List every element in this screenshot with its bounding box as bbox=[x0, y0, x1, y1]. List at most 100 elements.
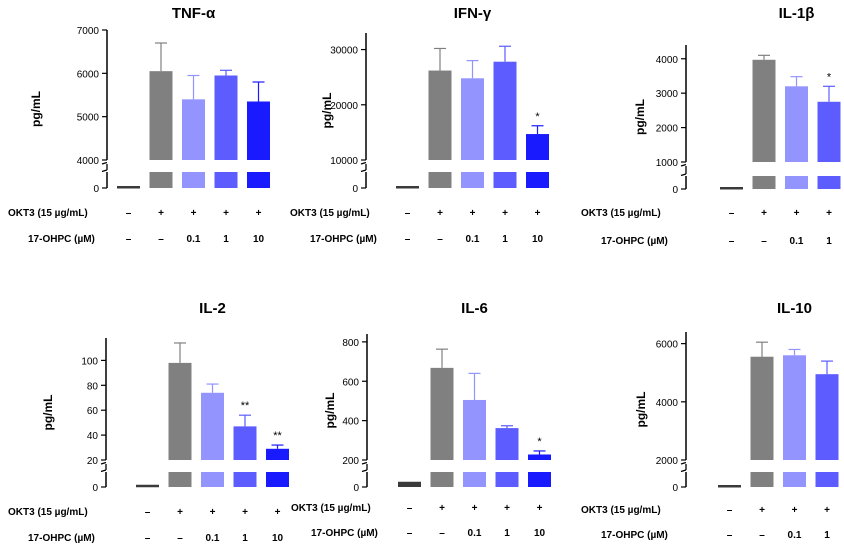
panel-1-bar-1 bbox=[428, 70, 452, 160]
panel-2-ohpc-dose: 0.1 bbox=[790, 236, 804, 247]
panel-4-tick-label: 400 bbox=[342, 417, 359, 428]
panel-2-title: IL-1β bbox=[779, 5, 815, 22]
panel-2-tick-label: 1000 bbox=[656, 158, 679, 169]
panel-5-title: IL-10 bbox=[777, 300, 812, 317]
panel-3-bar-3-lower bbox=[233, 472, 257, 487]
panel-2-okt3-sign: + bbox=[826, 208, 832, 219]
panel-3-significance-4: ** bbox=[273, 430, 282, 442]
panel-5-okt3-sign: + bbox=[792, 505, 798, 516]
panel-4-okt3-sign: + bbox=[439, 503, 445, 514]
panel-1-okt3-sign: + bbox=[535, 208, 541, 219]
panel-3-ohpc-dose: – bbox=[177, 533, 183, 544]
panel-4-okt3-label: OKT3 (15 µg/mL) bbox=[291, 503, 371, 514]
panel-2-bar-0 bbox=[720, 187, 743, 190]
panel-1-okt3-sign: + bbox=[470, 208, 476, 219]
panel-5-ohpc-dose: – bbox=[727, 530, 733, 541]
panel-0-ohpc-dose: – bbox=[158, 234, 164, 245]
panel-0-okt3-sign: – bbox=[126, 208, 132, 219]
panel-5-okt3-sign: – bbox=[727, 505, 733, 516]
panel-5-tick-label: 4000 bbox=[656, 398, 679, 409]
panel-4-title: IL-6 bbox=[461, 300, 488, 317]
panel-4-ohpc-dose: – bbox=[439, 528, 445, 539]
panel-4-ylabel: pg/mL bbox=[323, 393, 337, 429]
panel-2-ylabel: pg/mL bbox=[633, 99, 647, 135]
panel-1-okt3-sign: + bbox=[502, 208, 508, 219]
panel-0-bar-0 bbox=[117, 186, 140, 189]
panel-0-tick-label: 7000 bbox=[77, 26, 100, 37]
panel-3-okt3-label: OKT3 (15 µg/mL) bbox=[8, 507, 88, 518]
panel-0-bar-1-lower bbox=[149, 172, 173, 188]
panel-4-tick-label: 0 bbox=[353, 483, 359, 494]
panel-4-bar-0 bbox=[398, 481, 421, 487]
panel-2-okt3-label: OKT3 (15 µg/mL) bbox=[581, 208, 661, 219]
panel-0-bar-3-lower bbox=[214, 172, 238, 188]
panel-2-ohpc-dose: – bbox=[761, 236, 767, 247]
panel-0-ohpc-dose: 1 bbox=[223, 234, 229, 245]
panel-3-tick-label: 100 bbox=[81, 356, 98, 367]
panel-4-bar-4-lower bbox=[528, 472, 551, 487]
panel-5-ohpc-dose: – bbox=[759, 530, 765, 541]
panel-1-ohpc-dose: – bbox=[437, 234, 443, 245]
panel-0-ylabel: pg/mL bbox=[29, 91, 43, 127]
panel-2-bar-3-lower bbox=[817, 176, 841, 189]
panel-3-bar-4-lower bbox=[266, 472, 289, 487]
panel-2-bar-1-lower bbox=[752, 176, 776, 189]
panel-4-okt3-sign: – bbox=[407, 503, 413, 514]
panel-1-tick-label: 10000 bbox=[330, 156, 358, 167]
panel-4-ohpc-label: 17-OHPC (µM) bbox=[311, 528, 378, 539]
panel-2-tick-label: 4000 bbox=[656, 55, 679, 66]
panel-5-tick-label: 0 bbox=[672, 483, 678, 494]
panel-0-bar-2 bbox=[182, 99, 205, 160]
panel-0-ohpc-dose: 0.1 bbox=[187, 234, 201, 245]
panel-0-okt3-sign: + bbox=[158, 208, 164, 219]
panel-4-okt3-sign: + bbox=[537, 503, 543, 514]
panel-0-bar-4 bbox=[247, 101, 270, 160]
panel-1-okt3-sign: + bbox=[437, 208, 443, 219]
panel-4-bar-1-lower bbox=[430, 472, 454, 487]
panel-1-ohpc-label: 17-OHPC (µM) bbox=[310, 234, 377, 245]
panel-4-tick-label: 800 bbox=[342, 338, 359, 349]
panel-3-ohpc-dose: 10 bbox=[272, 533, 284, 544]
panel-1-tick-label: 0 bbox=[352, 184, 358, 195]
panel-3-bar-0 bbox=[136, 484, 159, 488]
panel-4-significance-4: * bbox=[537, 436, 542, 448]
panel-1-tick-label: 30000 bbox=[330, 46, 358, 57]
panel-4-ohpc-dose: – bbox=[407, 528, 413, 539]
panel-0-tick-label: 6000 bbox=[77, 69, 100, 80]
panel-4-axis-break bbox=[361, 461, 368, 473]
panel-1-title: IFN-γ bbox=[454, 5, 492, 22]
panel-0-ohpc-label: 17-OHPC (µM) bbox=[28, 234, 95, 245]
panel-3-tick-label: 80 bbox=[87, 381, 99, 392]
panel-5-okt3-sign: + bbox=[824, 505, 830, 516]
panel-4-tick-label: 600 bbox=[342, 377, 359, 388]
panel-5-ohpc-dose: 1 bbox=[824, 530, 830, 541]
panel-1-okt3-sign: – bbox=[405, 208, 411, 219]
panel-2-ohpc-dose: 1 bbox=[826, 236, 832, 247]
panel-4-bar-3 bbox=[495, 428, 519, 460]
panel-0-okt3-sign: + bbox=[256, 208, 262, 219]
panel-4-bar-3-lower bbox=[495, 472, 519, 487]
panel-3-okt3-sign: + bbox=[242, 507, 248, 518]
panel-5-tick-label: 2000 bbox=[656, 456, 679, 467]
panel-5-bar-2 bbox=[783, 355, 806, 460]
panel-5-ylabel: pg/mL bbox=[634, 392, 648, 428]
panel-0-ohpc-dose: 10 bbox=[253, 234, 265, 245]
panel-0-bar-4-lower bbox=[247, 172, 270, 188]
panel-1-ohpc-dose: – bbox=[405, 234, 411, 245]
panel-2-ohpc-label: 17-OHPC (µM) bbox=[601, 236, 668, 247]
panel-4-bar-4 bbox=[528, 454, 551, 460]
panel-2-significance-3: * bbox=[827, 71, 832, 83]
panel-3-okt3-sign: + bbox=[210, 507, 216, 518]
panel-4-ohpc-dose: 1 bbox=[504, 528, 510, 539]
panel-2-tick-label: 3000 bbox=[656, 89, 679, 100]
panel-5-bar-0 bbox=[718, 485, 741, 488]
panel-5-bar-3-lower bbox=[815, 472, 839, 487]
panel-0-tick-label: 5000 bbox=[77, 113, 100, 124]
panel-2-bar-3 bbox=[817, 101, 841, 162]
panel-1-ylabel: pg/mL bbox=[320, 93, 334, 129]
panel-5-bar-2-lower bbox=[783, 472, 806, 487]
panel-0-bar-1 bbox=[149, 71, 173, 160]
panel-3-title: IL-2 bbox=[199, 300, 226, 317]
